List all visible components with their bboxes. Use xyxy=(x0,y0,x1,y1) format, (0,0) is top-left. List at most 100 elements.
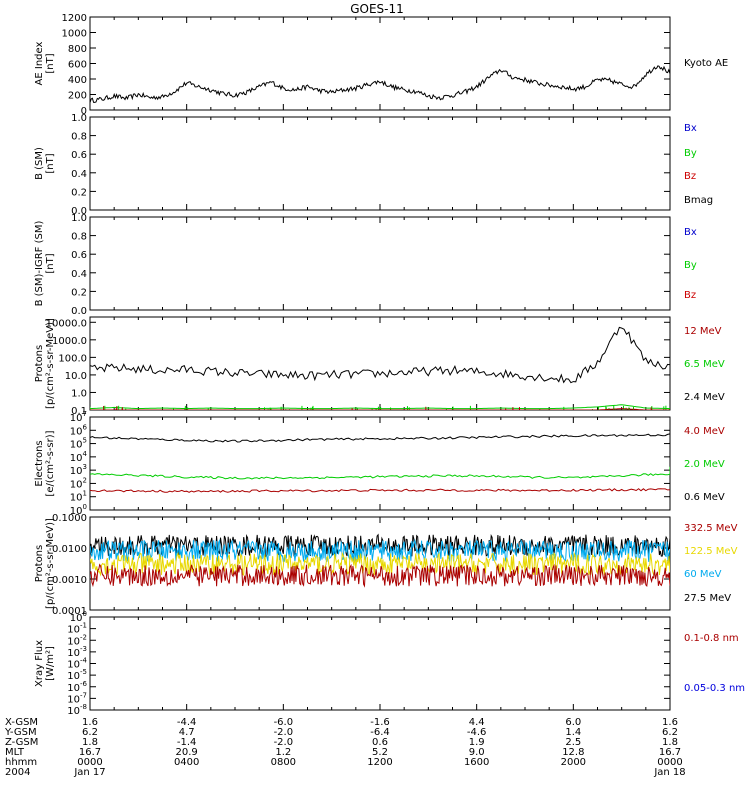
y-tick-label: 10-7 xyxy=(67,691,87,705)
y-tick-label: 10-4 xyxy=(67,657,87,671)
y-tick-label: 800 xyxy=(68,44,87,55)
series-group xyxy=(90,432,670,493)
y-tick-label: 0.0010 xyxy=(52,575,87,586)
ephemeris-value: 1.9 xyxy=(469,737,485,748)
legend-entry: Bz xyxy=(684,171,696,182)
ephemeris-value: 6.0 xyxy=(565,717,581,728)
y-tick-label: 0.1 xyxy=(71,406,87,417)
ephemeris-value: 0.6 xyxy=(372,737,388,748)
ephemeris-value: -1.4 xyxy=(177,737,197,748)
y-tick-label: 0.2 xyxy=(71,187,87,198)
legend-entry: 60 MeV xyxy=(684,569,722,580)
legend-entry: 0.05-0.3 nm xyxy=(684,683,745,694)
y-axis-label: AE Index[nT] xyxy=(34,41,56,85)
ephemeris-value: 1600 xyxy=(464,757,489,768)
panel-frame xyxy=(89,216,671,311)
y-tick-label: 400 xyxy=(68,75,87,86)
ephemeris-value: Jan 18 xyxy=(653,767,685,778)
y-tick-label: 105 xyxy=(70,437,87,451)
legend-entry: Bz xyxy=(684,290,696,301)
ephemeris-value: 4.7 xyxy=(179,727,195,738)
ephemeris-value: 5.2 xyxy=(372,747,388,758)
y-tick-label: 106 xyxy=(70,423,88,437)
series-line xyxy=(90,326,670,384)
panel-frame xyxy=(89,16,671,111)
y-tick-label: 0.0100 xyxy=(52,544,87,555)
y-tick-label: 100 xyxy=(70,503,87,517)
y-tick-label: 0.6 xyxy=(71,150,87,161)
ephemeris-value: 9.0 xyxy=(469,747,485,758)
panel-frame xyxy=(89,116,671,211)
legend-entry: 27.5 MeV xyxy=(684,593,731,604)
y-tick-label: 10-1 xyxy=(67,622,87,636)
y-tick-label: 0.0001 xyxy=(52,606,87,617)
y-tick-label: 0.0 xyxy=(71,206,87,217)
legend-entry: 12 MeV xyxy=(684,326,722,337)
ephemeris-value: 1.8 xyxy=(662,737,678,748)
y-axis-label: Xray Flux[W/m²] xyxy=(34,640,56,687)
legend-entry: Kyoto AE xyxy=(684,58,728,69)
series-line xyxy=(90,488,670,493)
series-group xyxy=(90,65,670,103)
y-axis-label: B (SM)-IGRF (SM)[nT] xyxy=(34,221,56,307)
ephemeris-value: 0400 xyxy=(174,757,199,768)
legend-entry: Bx xyxy=(684,123,697,134)
panel-frame xyxy=(89,316,671,411)
ephemeris-value: 2000 xyxy=(561,757,586,768)
ephemeris-value: -6.0 xyxy=(274,717,294,728)
ephemeris-value: 1.4 xyxy=(565,727,581,738)
y-tick-label: 10-5 xyxy=(67,668,87,682)
ephemeris-label: MLT xyxy=(5,747,25,758)
legend-entry: 0.1-0.8 nm xyxy=(684,633,739,644)
ephemeris-value: 0000 xyxy=(77,757,102,768)
y-axis-label: Protons[p/(cm²-s-sr-MeV)] xyxy=(34,318,56,409)
y-tick-label: 0.4 xyxy=(71,269,87,280)
ephemeris-value: -2.0 xyxy=(274,737,294,748)
ephemeris-value: 0000 xyxy=(657,757,682,768)
protons-panel: 0.1 1.0 10.0 100.0 1000.0 10000.0Protons[p/(c… xyxy=(34,316,725,417)
y-tick-label: 10000.0 xyxy=(46,318,87,329)
y-tick-label: 10-2 xyxy=(67,633,87,647)
ephemeris-value: 0800 xyxy=(271,757,296,768)
ephemeris-value: -2.0 xyxy=(274,727,294,738)
panel-frame xyxy=(89,416,671,511)
ephemeris-value: 1.6 xyxy=(662,717,678,728)
ephemeris-value: 20.9 xyxy=(176,747,198,758)
y-tick-label: 102 xyxy=(70,476,87,490)
legend-entry: 4.0 MeV xyxy=(684,426,725,437)
ephemeris-value: -4.6 xyxy=(467,727,487,738)
y-tick-label: 1200 xyxy=(62,13,87,24)
series-line xyxy=(90,404,670,410)
ephemeris-value: 1200 xyxy=(367,757,392,768)
legend-entry: 2.0 MeV xyxy=(684,459,725,470)
ephemeris-label: Y-GSM xyxy=(4,727,37,738)
legend-entry: 6.5 MeV xyxy=(684,359,725,370)
y-tick-label: 0.4 xyxy=(71,169,87,180)
legend-entry: Bx xyxy=(684,227,697,238)
ephemeris-value: 16.7 xyxy=(79,747,101,758)
y-tick-label: 0.8 xyxy=(71,232,87,243)
y-tick-label: 0.0 xyxy=(71,306,87,317)
ephemeris-label: Z-GSM xyxy=(5,737,38,748)
series-line xyxy=(90,563,670,588)
y-tick-label: 0.8 xyxy=(71,132,87,143)
y-tick-label: 0.6 xyxy=(71,250,87,261)
ephemeris-value: 2.5 xyxy=(565,737,581,748)
ephemeris-label: 2004 xyxy=(5,767,30,778)
ephemeris-value: Jan 17 xyxy=(73,767,105,778)
legend-entry: Bmag xyxy=(684,195,713,206)
ephemeris-value: 6.2 xyxy=(662,727,678,738)
y-tick-label: 0.2 xyxy=(71,287,87,298)
high-energy-protons-panel: 0.0001 0.0010 0.0100 0.1000Protons[p/(cm²-s… xyxy=(34,513,738,617)
y-tick-label: 1000.0 xyxy=(52,336,87,347)
y-tick-label: 107 xyxy=(70,410,87,424)
ephemeris-label: hhmm xyxy=(5,757,37,768)
y-tick-label: 10-3 xyxy=(67,645,87,659)
y-axis-label: B (SM)[nT] xyxy=(34,147,56,180)
ephemeris-value: 1.6 xyxy=(82,717,98,728)
y-tick-label: 1.0 xyxy=(71,113,87,124)
legend-entry: 122.5 MeV xyxy=(684,546,738,557)
